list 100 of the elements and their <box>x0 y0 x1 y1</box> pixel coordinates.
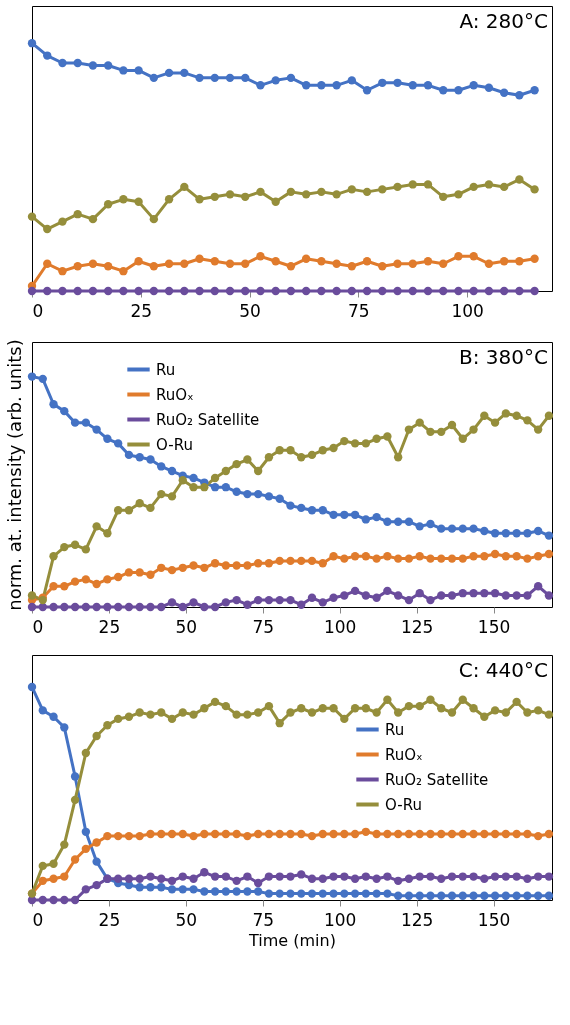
point <box>164 68 174 78</box>
point <box>256 252 265 261</box>
point <box>92 731 101 741</box>
point <box>404 595 414 605</box>
chart-title: B: 380°C <box>459 345 548 369</box>
point <box>60 723 69 732</box>
point <box>49 602 58 612</box>
point <box>88 259 98 268</box>
point <box>329 443 338 453</box>
point <box>103 200 113 209</box>
point <box>38 895 47 905</box>
point <box>372 829 381 839</box>
point <box>232 595 241 605</box>
point <box>81 418 91 427</box>
point <box>480 829 489 839</box>
point <box>157 829 166 839</box>
point <box>439 259 448 268</box>
point <box>58 267 67 276</box>
point <box>49 859 58 868</box>
point <box>103 831 112 841</box>
point <box>232 876 241 885</box>
point <box>92 838 101 847</box>
point <box>523 416 532 425</box>
point <box>512 872 521 881</box>
point <box>103 721 112 730</box>
point <box>49 712 58 721</box>
point <box>501 872 511 881</box>
point <box>469 589 478 598</box>
point <box>490 872 500 881</box>
point <box>271 286 280 296</box>
point <box>113 831 123 841</box>
point <box>60 895 69 905</box>
point <box>469 829 478 839</box>
point <box>73 210 82 219</box>
point <box>501 591 511 600</box>
point <box>544 829 554 839</box>
point <box>383 432 392 441</box>
point <box>393 78 402 87</box>
point <box>404 517 414 526</box>
point <box>119 267 128 276</box>
point <box>361 889 371 898</box>
point <box>149 262 159 271</box>
point <box>469 425 478 434</box>
point <box>484 286 494 296</box>
x-tick-label: 75 <box>252 616 275 637</box>
point <box>157 708 166 717</box>
point <box>372 554 381 563</box>
point <box>271 76 280 85</box>
point <box>533 582 543 591</box>
point <box>458 524 467 533</box>
point <box>447 554 457 563</box>
point <box>426 829 435 839</box>
point <box>480 712 489 721</box>
point <box>515 175 524 184</box>
point <box>318 598 327 607</box>
point <box>275 719 284 728</box>
point <box>43 259 52 268</box>
point <box>426 891 435 900</box>
point <box>393 554 403 563</box>
point <box>195 73 204 83</box>
point <box>43 51 52 60</box>
point <box>501 552 511 561</box>
point <box>317 286 326 296</box>
point <box>113 572 123 582</box>
point <box>544 591 554 600</box>
point <box>264 453 274 462</box>
point <box>329 829 338 839</box>
point <box>49 874 58 883</box>
point <box>124 831 134 841</box>
point <box>530 86 539 95</box>
point <box>221 829 231 839</box>
point <box>271 257 280 266</box>
point <box>49 552 58 561</box>
point <box>447 591 457 600</box>
point <box>243 710 252 719</box>
point <box>124 874 134 883</box>
point <box>350 439 360 448</box>
point <box>38 876 47 885</box>
point <box>232 887 241 896</box>
point <box>60 872 69 881</box>
point <box>469 872 478 881</box>
point <box>286 262 296 271</box>
point <box>221 701 231 711</box>
point <box>301 254 311 263</box>
point <box>480 526 489 536</box>
point <box>243 872 252 881</box>
point <box>210 697 220 707</box>
point <box>393 891 403 900</box>
point <box>469 891 478 900</box>
point <box>408 259 417 268</box>
point <box>372 708 381 717</box>
point <box>286 708 295 717</box>
point <box>124 602 134 612</box>
point <box>340 714 349 724</box>
point <box>70 772 80 781</box>
point <box>340 554 349 563</box>
point <box>404 701 414 711</box>
point <box>533 831 543 841</box>
point <box>544 872 554 881</box>
point <box>512 411 521 420</box>
